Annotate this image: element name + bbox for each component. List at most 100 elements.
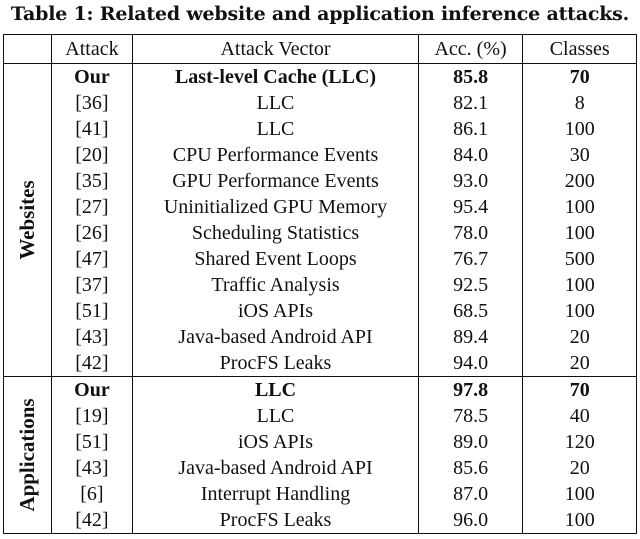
cell-acc: 96.0 (417, 507, 524, 534)
table-row: [51] iOS APIs 68.5 100 (4, 298, 637, 324)
cell-vector: Java-based Android API (132, 324, 419, 350)
cell-attack: [42] (50, 507, 134, 534)
cell-attack: [20] (50, 142, 134, 168)
cell-attack: [19] (50, 403, 134, 429)
header-group (3, 34, 52, 64)
cell-classes: 100 (522, 194, 637, 220)
cell-classes: 70 (522, 63, 637, 90)
table-row: [27] Uninitialized GPU Memory 95.4 100 (4, 194, 637, 220)
header-classes: Classes (522, 34, 637, 64)
cell-acc: 97.8 (417, 376, 524, 403)
cell-classes: 70 (522, 376, 637, 403)
cell-acc: 84.0 (417, 142, 524, 168)
cell-acc: 78.5 (417, 403, 524, 429)
cell-classes: 20 (522, 324, 637, 350)
table-row: [35] GPU Performance Events 93.0 200 (4, 168, 637, 194)
table-row: [41] LLC 86.1 100 (4, 116, 637, 142)
header-attack: Attack (50, 34, 134, 64)
cell-vector: Interrupt Handling (132, 481, 419, 507)
cell-vector: Java-based Android API (132, 455, 419, 481)
table-body: Websites Our Last-level Cache (LLC) 85.8 70[… (3, 63, 637, 534)
cell-classes: 100 (522, 272, 637, 298)
cell-classes: 20 (522, 455, 637, 481)
table-row: [42] ProcFS Leaks 94.0 20 (4, 350, 637, 377)
cell-acc: 78.0 (417, 220, 524, 246)
cell-acc: 87.0 (417, 481, 524, 507)
cell-classes: 30 (522, 142, 637, 168)
cell-acc: 68.5 (417, 298, 524, 324)
table-row: [20] CPU Performance Events 84.0 30 (4, 142, 637, 168)
cell-vector: LLC (132, 403, 419, 429)
cell-vector: LLC (132, 376, 419, 403)
cell-attack: Our (50, 63, 134, 90)
cell-attack: [51] (50, 298, 134, 324)
cell-attack: [26] (50, 220, 134, 246)
cell-vector: LLC (132, 116, 419, 142)
cell-vector: Shared Event Loops (132, 246, 419, 272)
cell-classes: 40 (522, 403, 637, 429)
cell-vector: Traffic Analysis (132, 272, 419, 298)
cell-attack: [43] (50, 324, 134, 350)
cell-attack: Our (50, 376, 134, 403)
table-row: [37] Traffic Analysis 92.5 100 (4, 272, 637, 298)
group-label-cell: Applications (3, 376, 52, 534)
cell-attack: [42] (50, 350, 134, 377)
cell-classes: 100 (522, 507, 637, 534)
cell-attack: [47] (50, 246, 134, 272)
cell-classes: 120 (522, 429, 637, 455)
table-row: [19] LLC 78.5 40 (4, 403, 637, 429)
group-label-cell: Websites (3, 63, 52, 377)
cell-vector: LLC (132, 90, 419, 116)
cell-vector: Scheduling Statistics (132, 220, 419, 246)
table-row: [47] Shared Event Loops 76.7 500 (4, 246, 637, 272)
cell-classes: 100 (522, 298, 637, 324)
cell-acc: 89.4 (417, 324, 524, 350)
table-row: Applications Our LLC 97.8 70 (3, 376, 637, 534)
cell-vector: iOS APIs (132, 298, 419, 324)
cell-classes: 500 (522, 246, 637, 272)
cell-acc: 89.0 (417, 429, 524, 455)
header-attack-vector: Attack Vector (132, 34, 419, 64)
cell-attack: [43] (50, 455, 134, 481)
cell-attack: [27] (50, 194, 134, 220)
cell-acc: 95.4 (417, 194, 524, 220)
cell-classes: 100 (522, 220, 637, 246)
table-row: [26] Scheduling Statistics 78.0 100 (4, 220, 637, 246)
table-row: [36] LLC 82.1 8 (4, 90, 637, 116)
header-row: Attack Attack Vector Acc. (%) Classes (3, 34, 637, 64)
table-row: [43] Java-based Android API 89.4 20 (4, 324, 637, 350)
cell-classes: 20 (522, 350, 637, 377)
group-label: Applications (15, 398, 40, 512)
cell-acc: 85.8 (417, 63, 524, 90)
cell-vector: Last-level Cache (LLC) (132, 63, 419, 90)
header-accuracy: Acc. (%) (417, 34, 524, 64)
attacks-table: Attack Attack Vector Acc. (%) Classes We… (3, 34, 637, 534)
cell-vector: Uninitialized GPU Memory (132, 194, 419, 220)
cell-vector: ProcFS Leaks (132, 350, 419, 377)
cell-attack: [6] (50, 481, 134, 507)
table-row: [51] iOS APIs 89.0 120 (4, 429, 637, 455)
cell-attack: [51] (50, 429, 134, 455)
cell-acc: 94.0 (417, 350, 524, 377)
cell-classes: 8 (522, 90, 637, 116)
group-label: Websites (15, 180, 40, 260)
cell-attack: [41] (50, 116, 134, 142)
cell-classes: 100 (522, 481, 637, 507)
cell-attack: [35] (50, 168, 134, 194)
cell-acc: 92.5 (417, 272, 524, 298)
cell-acc: 93.0 (417, 168, 524, 194)
cell-classes: 200 (522, 168, 637, 194)
cell-classes: 100 (522, 116, 637, 142)
cell-vector: iOS APIs (132, 429, 419, 455)
cell-attack: [37] (50, 272, 134, 298)
table-row: [42] ProcFS Leaks 96.0 100 (4, 507, 637, 534)
table-row: Websites Our Last-level Cache (LLC) 85.8 70 (3, 63, 637, 377)
cell-acc: 86.1 (417, 116, 524, 142)
cell-vector: GPU Performance Events (132, 168, 419, 194)
cell-vector: ProcFS Leaks (132, 507, 419, 534)
cell-acc: 82.1 (417, 90, 524, 116)
cell-vector: CPU Performance Events (132, 142, 419, 168)
table-row: [43] Java-based Android API 85.6 20 (4, 455, 637, 481)
table-caption: Table 1: Related website and application… (10, 3, 630, 25)
cell-attack: [36] (50, 90, 134, 116)
